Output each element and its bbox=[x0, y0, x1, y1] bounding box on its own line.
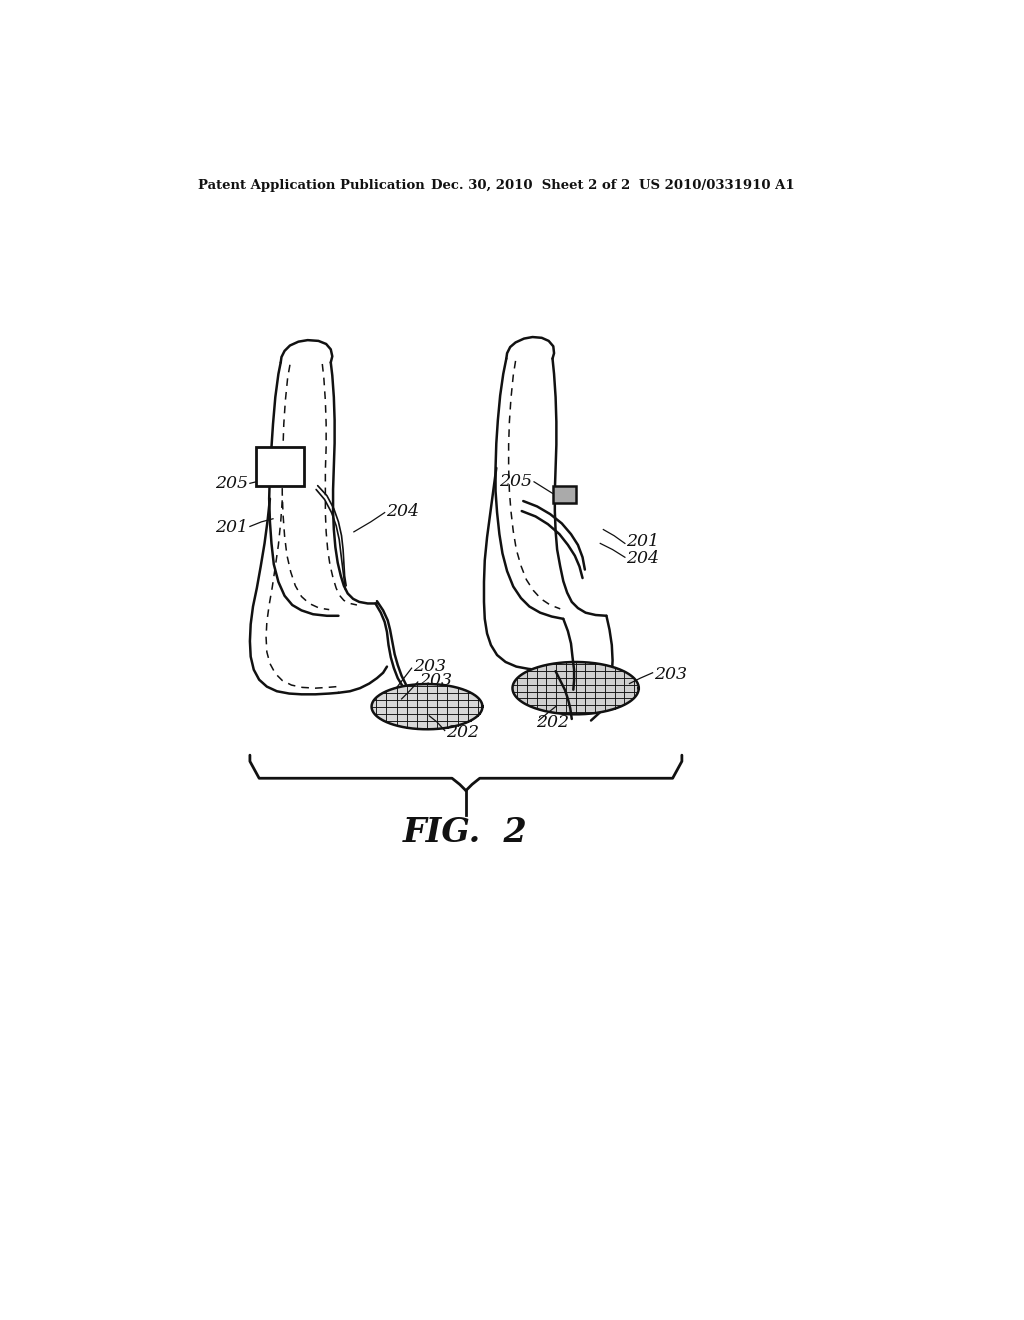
Bar bbox=[553, 487, 575, 503]
Polygon shape bbox=[372, 684, 482, 729]
Bar bbox=[256, 447, 304, 486]
Text: 201: 201 bbox=[627, 533, 659, 550]
Text: 204: 204 bbox=[386, 503, 419, 520]
Text: 203: 203 bbox=[654, 665, 687, 682]
Text: 205: 205 bbox=[215, 475, 249, 492]
Text: 202: 202 bbox=[446, 723, 479, 741]
Text: 201: 201 bbox=[215, 520, 249, 536]
Text: 204: 204 bbox=[627, 550, 659, 568]
Text: 203: 203 bbox=[419, 672, 453, 689]
Polygon shape bbox=[512, 663, 639, 714]
Text: US 2010/0331910 A1: US 2010/0331910 A1 bbox=[639, 178, 795, 191]
Text: FIG.  2: FIG. 2 bbox=[403, 816, 528, 849]
Text: Dec. 30, 2010  Sheet 2 of 2: Dec. 30, 2010 Sheet 2 of 2 bbox=[431, 178, 630, 191]
Text: Patent Application Publication: Patent Application Publication bbox=[199, 178, 425, 191]
Text: 205: 205 bbox=[500, 474, 532, 490]
Text: 203: 203 bbox=[413, 659, 446, 675]
Text: 202: 202 bbox=[537, 714, 569, 730]
